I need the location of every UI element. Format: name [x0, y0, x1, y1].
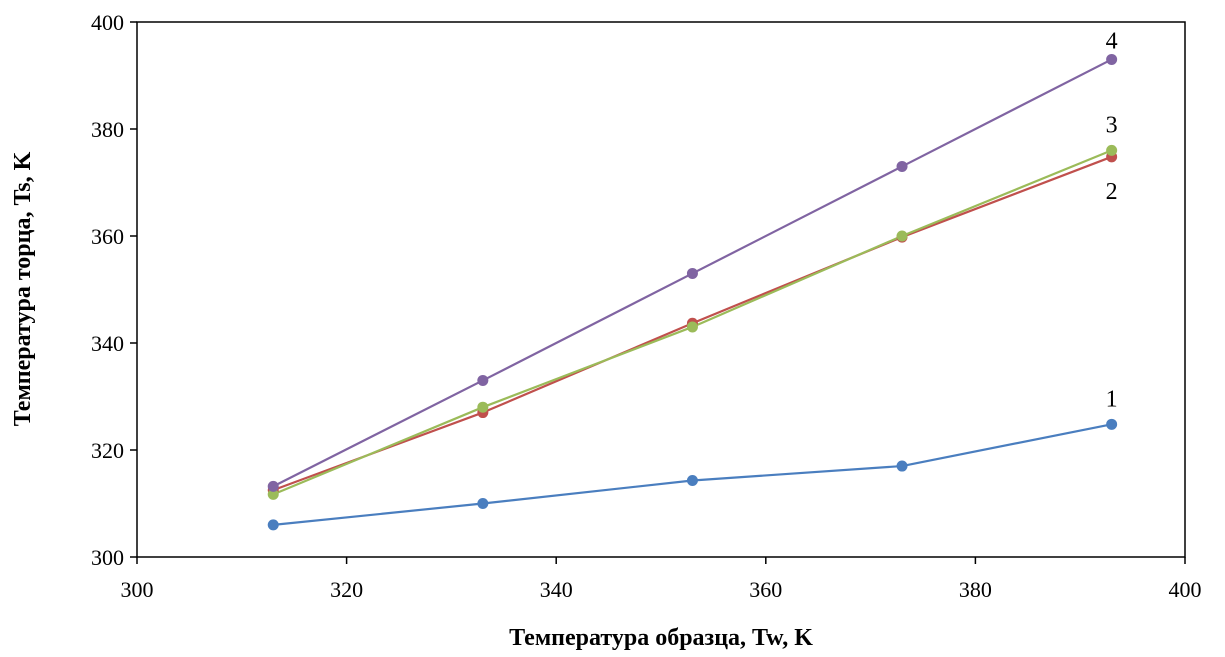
y-tick-label: 320 — [91, 438, 124, 463]
series-3-point — [1106, 144, 1118, 156]
series-4-label: 4 — [1106, 28, 1118, 54]
series-1-line — [273, 423, 1112, 526]
x-axis-title: Температура образца, Tw, K — [509, 625, 813, 651]
series-3-point — [686, 321, 698, 333]
series-4-point — [477, 374, 489, 386]
series-1-label: 1 — [1106, 386, 1118, 412]
series-3-point — [896, 230, 908, 242]
y-axis-title: Температура торца, Ts, K — [10, 151, 36, 426]
y-axis-ticks: 300 320 340 360 380 400 — [91, 10, 137, 570]
y-tick-label: 300 — [91, 545, 124, 570]
series-4-point — [1106, 53, 1118, 65]
x-tick-label: 360 — [749, 577, 782, 602]
series-3-point — [267, 488, 279, 500]
x-tick-label: 320 — [330, 577, 363, 602]
series-4-point — [896, 160, 908, 172]
y-tick-label: 360 — [91, 224, 124, 249]
series-4-point — [267, 480, 279, 492]
series-lines — [272, 58, 1113, 526]
series-1-point — [686, 474, 698, 486]
series-3-point — [477, 401, 489, 413]
x-axis-ticks: 300 320 340 360 380 400 — [121, 557, 1202, 602]
plot-frame — [136, 21, 1186, 558]
x-tick-label: 400 — [1169, 577, 1202, 602]
series-labels: 1 2 3 4 — [1106, 28, 1118, 412]
series-1-point — [1106, 418, 1118, 430]
series-2-label: 2 — [1106, 179, 1118, 205]
y-tick-label: 340 — [91, 331, 124, 356]
x-tick-label: 380 — [959, 577, 992, 602]
series-points — [267, 53, 1118, 531]
series-3-label: 3 — [1106, 112, 1118, 138]
x-tick-label: 340 — [540, 577, 573, 602]
x-tick-label: 300 — [121, 577, 154, 602]
series-1-point — [896, 460, 908, 472]
series-4-point — [686, 267, 698, 279]
y-tick-label: 380 — [91, 117, 124, 142]
series-1-point — [477, 498, 489, 509]
y-tick-label: 400 — [91, 10, 124, 35]
series-1-point — [267, 519, 279, 531]
